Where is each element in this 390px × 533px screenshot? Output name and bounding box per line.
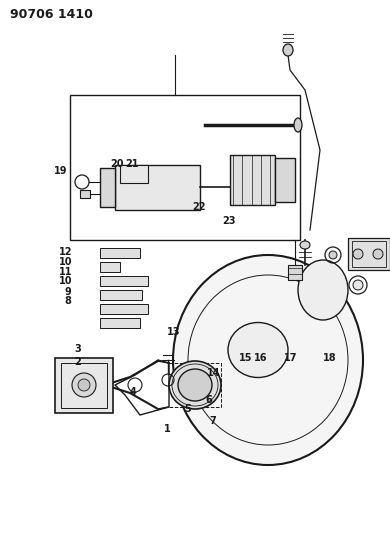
Bar xyxy=(100,168,115,207)
Text: 10: 10 xyxy=(59,277,72,286)
Bar xyxy=(100,318,140,328)
Text: 7: 7 xyxy=(209,416,216,426)
Ellipse shape xyxy=(169,361,221,409)
Text: 13: 13 xyxy=(167,327,180,336)
Ellipse shape xyxy=(294,118,302,132)
Circle shape xyxy=(78,379,90,391)
Text: 21: 21 xyxy=(125,159,138,169)
Bar xyxy=(348,238,390,270)
Text: 2: 2 xyxy=(74,358,82,367)
Ellipse shape xyxy=(300,241,310,249)
Bar xyxy=(230,155,275,205)
Text: 19: 19 xyxy=(54,166,67,175)
Text: 4: 4 xyxy=(129,387,136,397)
Text: 5: 5 xyxy=(184,405,191,414)
Circle shape xyxy=(329,251,337,259)
Text: 16: 16 xyxy=(254,353,267,363)
Text: 18: 18 xyxy=(323,353,336,363)
Text: 6: 6 xyxy=(205,395,212,405)
Bar xyxy=(55,358,113,413)
Ellipse shape xyxy=(283,44,293,56)
Text: 10: 10 xyxy=(59,257,72,267)
Circle shape xyxy=(72,373,96,397)
Ellipse shape xyxy=(228,322,288,377)
Bar xyxy=(100,262,120,272)
Text: 8: 8 xyxy=(65,296,72,306)
Bar xyxy=(70,95,300,240)
Text: 15: 15 xyxy=(239,353,252,363)
Bar xyxy=(115,165,200,210)
Ellipse shape xyxy=(178,369,212,401)
Circle shape xyxy=(353,280,363,290)
Text: 22: 22 xyxy=(192,202,206,212)
Bar xyxy=(100,276,148,286)
Circle shape xyxy=(373,249,383,259)
Circle shape xyxy=(353,249,363,259)
Bar xyxy=(288,265,302,280)
Ellipse shape xyxy=(298,260,348,320)
Bar xyxy=(120,165,148,183)
Bar xyxy=(352,241,386,267)
Text: 23: 23 xyxy=(223,216,236,226)
Bar xyxy=(61,363,107,408)
Bar xyxy=(100,248,140,258)
Bar xyxy=(80,190,90,198)
Text: 14: 14 xyxy=(207,368,220,378)
Text: 20: 20 xyxy=(110,159,124,169)
Bar xyxy=(100,304,148,314)
Text: 1: 1 xyxy=(164,424,171,434)
Bar xyxy=(100,290,142,300)
Text: 9: 9 xyxy=(65,287,72,296)
Text: 90706 1410: 90706 1410 xyxy=(10,8,93,21)
Text: 11: 11 xyxy=(59,267,72,277)
Ellipse shape xyxy=(173,255,363,465)
Text: 17: 17 xyxy=(284,353,297,363)
Bar xyxy=(275,158,295,202)
Text: 3: 3 xyxy=(74,344,82,354)
Text: 12: 12 xyxy=(59,247,72,257)
